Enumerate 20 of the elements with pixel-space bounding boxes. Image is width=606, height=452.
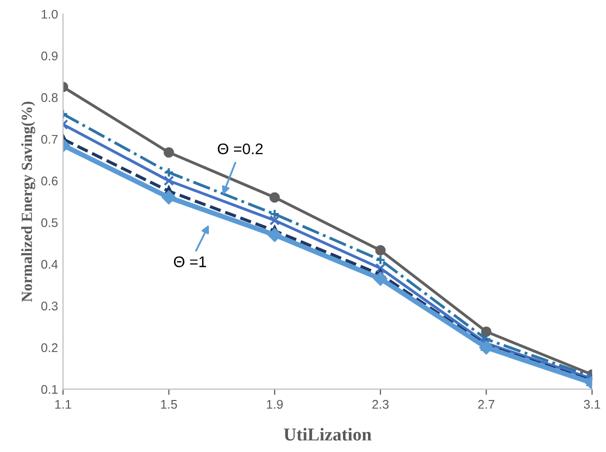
x-tick-label: 3.1 — [584, 400, 600, 409]
y-tick-label: 0.7 — [41, 134, 58, 144]
x-tick-label: 1.9 — [266, 400, 283, 409]
x-tick-label: 2.3 — [372, 400, 389, 409]
x-tick-label: 1.1 — [55, 400, 72, 409]
y-tick-label: 0.6 — [41, 176, 58, 186]
y-tick-label: 0.4 — [41, 260, 58, 269]
y-tick-label: 0.3 — [41, 302, 58, 310]
y-tick-label: 0.8 — [41, 93, 58, 102]
y-tick-label: 0.5 — [41, 218, 58, 228]
y-tick-label: 0.2 — [41, 343, 58, 352]
x-tick-label: 1.5 — [161, 400, 177, 409]
x-tick-label: 2.7 — [478, 400, 494, 409]
y-tick-label: 0.1 — [41, 384, 58, 394]
annotation: Θ =1 — [174, 256, 206, 268]
y-tick-label: 0.9 — [41, 51, 58, 60]
y-axis-title: Normalized Energy Saving(%) — [21, 102, 36, 302]
annotation: Θ =0.2 — [218, 143, 263, 154]
x-axis-title: UtiLization — [284, 428, 372, 441]
y-tick-label: 1.0 — [42, 10, 58, 19]
